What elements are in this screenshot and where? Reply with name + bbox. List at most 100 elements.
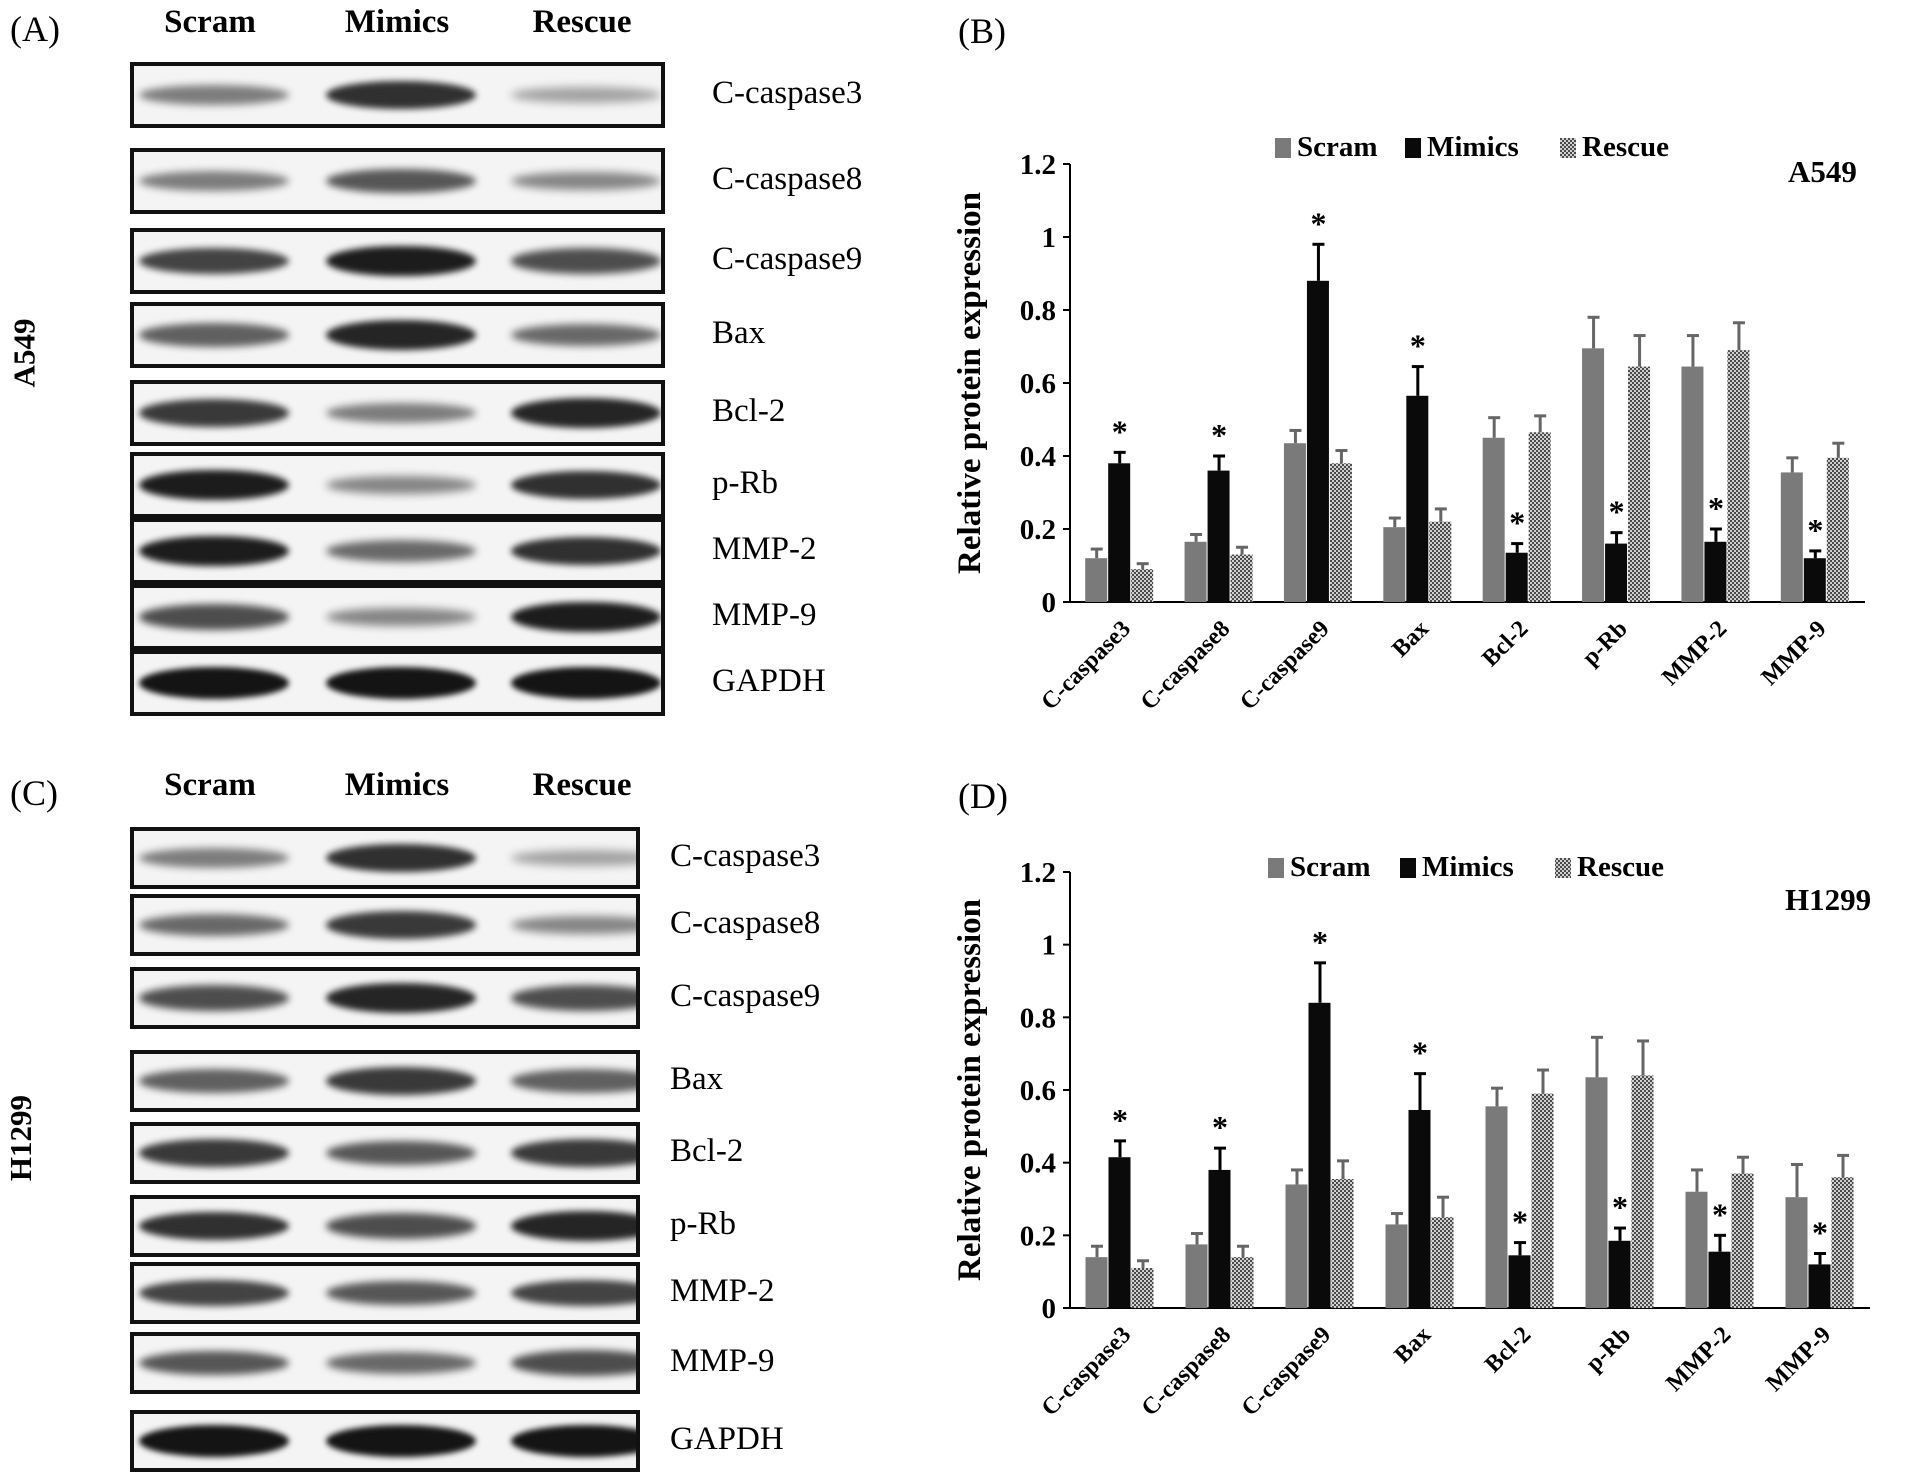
protein-band [326, 911, 476, 939]
protein-band [511, 667, 661, 699]
protein-band [139, 1211, 289, 1241]
bar-mimics [1704, 541, 1727, 602]
significance-mark: * [1212, 1109, 1228, 1145]
bar-scram [1582, 348, 1605, 602]
x-tick-label: Bax [1387, 616, 1434, 663]
chart-cell-line-title: H1299 [1785, 882, 1871, 917]
y-axis-label: Relative protein expression [952, 899, 988, 1281]
protein-band [326, 80, 476, 110]
protein-band [139, 913, 289, 937]
protein-band [139, 1069, 289, 1093]
bar-scram [1385, 1224, 1408, 1308]
protein-band [139, 171, 289, 191]
protein-band [511, 850, 636, 866]
protein-label: Bax [712, 315, 766, 351]
significance-mark: * [1609, 494, 1625, 530]
bar-scram [1085, 558, 1108, 602]
protein-band [511, 1139, 636, 1167]
y-tick-label: 0.8 [1020, 295, 1056, 327]
significance-mark: * [1509, 505, 1525, 541]
legend-swatch-rescue [1555, 858, 1571, 878]
protein-label: Bax [670, 1061, 724, 1097]
protein-band [326, 1213, 476, 1239]
lane-header-scram: Scram [164, 767, 256, 803]
protein-band [326, 843, 476, 873]
bar-scram [1285, 1184, 1308, 1308]
panel-d-letter: (D) [958, 776, 1008, 816]
bar-scram [1283, 443, 1306, 602]
significance-mark: * [1712, 1196, 1728, 1232]
y-tick-label: 0 [1042, 587, 1057, 619]
bar-scram [1785, 1197, 1808, 1308]
bar-scram [1780, 472, 1803, 602]
bar-mimics [1207, 470, 1230, 602]
panel-b-bar-chart: 0 0.2 0.4 0.6 0.8 1 1.2 Relative protein expres… [952, 131, 1865, 715]
x-tick-label: p-Rb [1578, 616, 1633, 671]
y-tick-label: 1 [1042, 222, 1057, 254]
protein-band [326, 1425, 476, 1457]
significance-mark: * [1410, 328, 1426, 364]
bar-rescue [1131, 569, 1154, 602]
cell-line-label: A549 [6, 318, 42, 388]
legend-label-scram: Scram [1290, 851, 1371, 883]
protein-band [139, 667, 289, 699]
lane-header-rescue: Rescue [532, 767, 632, 803]
legend-swatch-scram [1268, 858, 1284, 878]
protein-band [326, 983, 476, 1013]
significance-mark: * [1708, 490, 1724, 526]
bar-mimics [1803, 558, 1826, 602]
bar-rescue [1331, 1179, 1354, 1308]
protein-band [511, 985, 636, 1011]
x-tick-label: C-caspase9 [1235, 616, 1334, 715]
protein-band [139, 247, 289, 275]
blot-strip-mmp-2 [130, 518, 665, 584]
significance-mark: * [1312, 924, 1328, 960]
protein-band [139, 535, 289, 567]
blot-strip-bax [130, 1050, 640, 1112]
panel-d-bar-chart: 0 0.2 0.4 0.6 0.8 1 1.2 Relative protein expres… [952, 851, 1871, 1421]
y-tick-label: 0 [1042, 1293, 1057, 1325]
bar-mimics [1608, 1240, 1631, 1308]
significance-mark: * [1807, 512, 1823, 548]
legend-swatch-mimics [1400, 858, 1416, 878]
protein-band [326, 667, 476, 699]
chart-cell-line-title: A549 [1788, 154, 1857, 189]
protein-band [139, 399, 289, 427]
panel-b-letter: (B) [958, 11, 1006, 51]
x-tick-label: MMP-9 [1757, 616, 1832, 691]
x-tick-label: Bcl-2 [1477, 616, 1533, 672]
legend-label-mimics: Mimics [1422, 851, 1514, 883]
x-tick-label: C-caspase9 [1237, 1322, 1336, 1421]
blot-strip-gapdh [130, 650, 665, 716]
blot-strip-mmp-9 [130, 584, 665, 650]
protein-band [511, 398, 661, 428]
bar-scram [1085, 1257, 1108, 1308]
blot-strip-gapdh [130, 1410, 640, 1472]
significance-mark: * [1211, 417, 1227, 453]
bar-mimics [1208, 1169, 1231, 1308]
protein-label: MMP-9 [670, 1343, 775, 1379]
protein-band [511, 1279, 636, 1307]
significance-mark: * [1512, 1204, 1528, 1240]
x-tick-label: p-Rb [1581, 1322, 1636, 1377]
y-tick-label: 1 [1042, 930, 1057, 962]
bar-rescue [1631, 1075, 1654, 1308]
lane-header-rescue: Rescue [532, 4, 632, 40]
protein-band [139, 985, 289, 1011]
bar-mimics [1508, 1255, 1531, 1308]
bar-scram [1585, 1077, 1608, 1308]
y-tick-label: 0.6 [1020, 1075, 1056, 1107]
protein-label: C-caspase3 [670, 838, 821, 874]
protein-band [139, 1139, 289, 1167]
protein-band [326, 607, 476, 627]
blot-strip-p-rb [130, 452, 665, 518]
protein-band [511, 1350, 636, 1376]
blot-strip-c-caspase8 [130, 148, 665, 214]
bar-rescue [1429, 521, 1452, 602]
blot-strip-c-caspase9 [130, 228, 665, 294]
protein-label: MMP-9 [712, 597, 817, 633]
protein-band [326, 168, 476, 194]
x-tick-label: Bcl-2 [1480, 1322, 1536, 1378]
y-tick-label: 0.4 [1020, 441, 1056, 473]
bar-rescue [1528, 432, 1551, 602]
